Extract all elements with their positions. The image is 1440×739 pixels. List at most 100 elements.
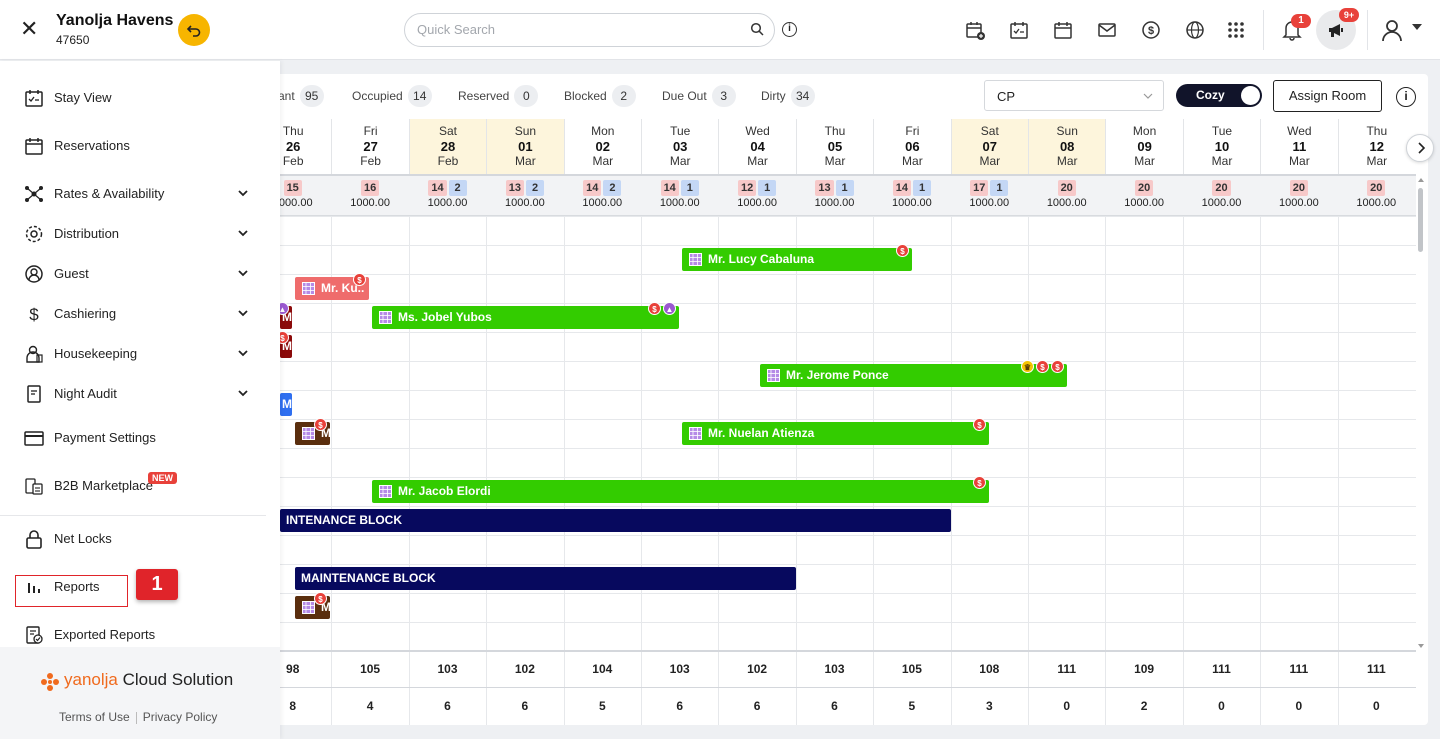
add-booking-calendar-icon[interactable] — [965, 20, 985, 40]
close-icon[interactable]: ✕ — [20, 16, 39, 41]
mail-icon[interactable] — [1097, 20, 1117, 40]
cozy-toggle[interactable]: Cozy — [1176, 84, 1262, 107]
availability-cell[interactable]: 14 2 1000.00 — [409, 176, 486, 216]
globe-icon[interactable] — [1185, 20, 1205, 40]
chevron-down-icon[interactable] — [238, 308, 248, 318]
payment-due-icon[interactable]: $ — [648, 302, 661, 315]
date-header[interactable]: Sat 07 Mar — [950, 119, 1028, 174]
date-header[interactable]: Mon 09 Mar — [1105, 119, 1182, 174]
info-icon[interactable]: i — [1396, 87, 1416, 107]
search-input[interactable] — [417, 22, 737, 37]
sidebar-item-guest[interactable]: Guest — [0, 254, 280, 294]
chevron-down-icon[interactable] — [238, 348, 248, 358]
sidebar-item-rates-availability[interactable]: Rates & Availability — [0, 174, 280, 214]
booking-bar[interactable]: Mr. Lucy Cabaluna — [682, 248, 912, 271]
sidebar-item-reports[interactable]: Reports — [0, 567, 280, 607]
available-count: 17 — [970, 180, 989, 196]
info-icon[interactable]: i — [782, 22, 797, 37]
next-dates-button[interactable] — [1406, 134, 1434, 162]
booking-bar[interactable]: Mr. Nuelan Atienza — [682, 422, 989, 445]
chevron-down-icon[interactable] — [238, 268, 248, 278]
chevron-down-icon[interactable] — [1412, 24, 1422, 30]
date-header[interactable]: Wed 04 Mar — [718, 119, 795, 174]
payment-due-icon[interactable]: $ — [896, 244, 909, 257]
room-icon — [689, 427, 702, 440]
apps-grid-icon[interactable] — [1226, 20, 1246, 40]
vip-icon[interactable]: ♛ — [1021, 360, 1034, 373]
sidebar-item-night-audit[interactable]: Night Audit — [0, 374, 280, 414]
sidebar-item-stay-view[interactable]: Stay View — [0, 78, 280, 118]
sidebar-item-exported-reports[interactable]: Exported Reports — [0, 615, 280, 655]
payment-due-icon[interactable]: $ — [314, 418, 327, 431]
room-icon — [379, 311, 392, 324]
date-header[interactable]: Tue 03 Mar — [641, 119, 718, 174]
chevron-down-icon[interactable] — [238, 388, 248, 398]
availability-cell[interactable]: 16 1000.00 — [331, 176, 408, 216]
sidebar-item-payment-settings[interactable]: Payment Settings — [0, 418, 280, 458]
availability-cell[interactable]: 14 1 1000.00 — [873, 176, 950, 216]
date-header[interactable]: Tue 10 Mar — [1182, 119, 1260, 174]
maintenance-block[interactable]: MAINTENANCE BLOCK — [295, 567, 796, 590]
payment-due-icon[interactable]: $ — [353, 273, 366, 286]
booking-bar[interactable]: Ms. Jobel Yubos — [372, 306, 679, 329]
booking-bar[interactable]: M — [280, 393, 292, 416]
date-header[interactable]: Thu 05 Mar — [795, 119, 873, 174]
payment-due-icon[interactable]: $ — [1036, 360, 1049, 373]
date-header[interactable]: Sat 28 Feb — [408, 119, 487, 174]
availability-cell[interactable]: 20 1000.00 — [1105, 176, 1182, 216]
sidebar-item-cashiering[interactable]: $ Cashiering — [0, 294, 280, 334]
grid-row-line — [280, 390, 1416, 391]
availability-cell[interactable]: 13 1 1000.00 — [796, 176, 873, 216]
chevron-down-icon[interactable] — [238, 188, 248, 198]
rate-plan-select[interactable]: CP — [984, 80, 1164, 111]
availability-cell[interactable]: 14 1 1000.00 — [641, 176, 718, 216]
availability-cell[interactable]: 14 2 1000.00 — [564, 176, 641, 216]
availability-cell[interactable]: 20 1000.00 — [1183, 176, 1260, 216]
sidebar-item-b2b-marketplace[interactable]: B2B Marketplace NEW — [0, 466, 280, 506]
maintenance-block[interactable]: INTENANCE BLOCK — [280, 509, 951, 532]
chevron-down-icon[interactable] — [238, 228, 248, 238]
availability-cell[interactable]: 20 1000.00 — [1028, 176, 1105, 216]
date-header[interactable]: Thu 12 Mar — [1337, 119, 1415, 174]
search-icon[interactable] — [750, 22, 764, 36]
switch-property-button[interactable] — [178, 14, 210, 46]
user-icon[interactable] — [1380, 18, 1404, 42]
availability-cell[interactable]: 15 1000.00 — [254, 176, 331, 216]
date-header[interactable]: Thu 26 Feb — [254, 119, 331, 174]
date-header[interactable]: Mon 02 Mar — [563, 119, 641, 174]
availability-cell[interactable]: 17 1 1000.00 — [951, 176, 1028, 216]
date-header[interactable]: Fri 27 Feb — [331, 119, 408, 174]
sidebar-item-net-locks[interactable]: Net Locks — [0, 519, 280, 559]
date-header[interactable]: Wed 11 Mar — [1260, 119, 1337, 174]
privacy-link[interactable]: Privacy Policy — [142, 710, 218, 724]
sidebar-item-housekeeping[interactable]: Housekeeping — [0, 334, 280, 374]
payment-due-icon[interactable]: $ — [314, 592, 327, 605]
sidebar-item-reservations[interactable]: Reservations — [0, 126, 280, 166]
calendar-checklist-icon[interactable] — [1009, 20, 1029, 40]
date-header[interactable]: Sun 01 Mar — [486, 119, 564, 174]
availability-cell[interactable]: 13 2 1000.00 — [486, 176, 563, 216]
booking-bar[interactable]: Mr. Jacob Elordi — [372, 480, 989, 503]
scroll-thumb[interactable] — [1418, 188, 1423, 252]
payment-due-icon[interactable]: $ — [1051, 360, 1064, 373]
sidebar-item-distribution[interactable]: Distribution — [0, 214, 280, 254]
payment-due-icon[interactable]: $ — [973, 418, 986, 431]
availability-cell[interactable]: 20 1000.00 — [1338, 176, 1415, 216]
date-header[interactable]: Fri 06 Mar — [873, 119, 950, 174]
calendar-icon[interactable] — [1053, 20, 1073, 40]
availability-cell[interactable]: 20 1000.00 — [1260, 176, 1337, 216]
guest-status-icon[interactable]: ▲ — [663, 302, 676, 315]
vertical-scrollbar[interactable] — [1416, 176, 1428, 650]
assign-room-button[interactable]: Assign Room — [1273, 80, 1382, 112]
grid-row-line — [280, 477, 1416, 478]
payment-due-icon[interactable]: $ — [973, 476, 986, 489]
availability-cell[interactable]: 12 1 1000.00 — [718, 176, 795, 216]
dollar-circle-icon[interactable]: $ — [1141, 20, 1161, 40]
summary-total: 103 — [824, 662, 845, 676]
date-header[interactable]: Sun 08 Mar — [1028, 119, 1106, 174]
terms-link[interactable]: Terms of Use — [59, 710, 130, 724]
summary-count: 6 — [831, 699, 838, 713]
booking-bar[interactable]: Mr. Ku... — [295, 277, 369, 300]
quick-search[interactable] — [404, 13, 775, 47]
booking-bar[interactable]: Mr. Jerome Ponce — [760, 364, 1067, 387]
